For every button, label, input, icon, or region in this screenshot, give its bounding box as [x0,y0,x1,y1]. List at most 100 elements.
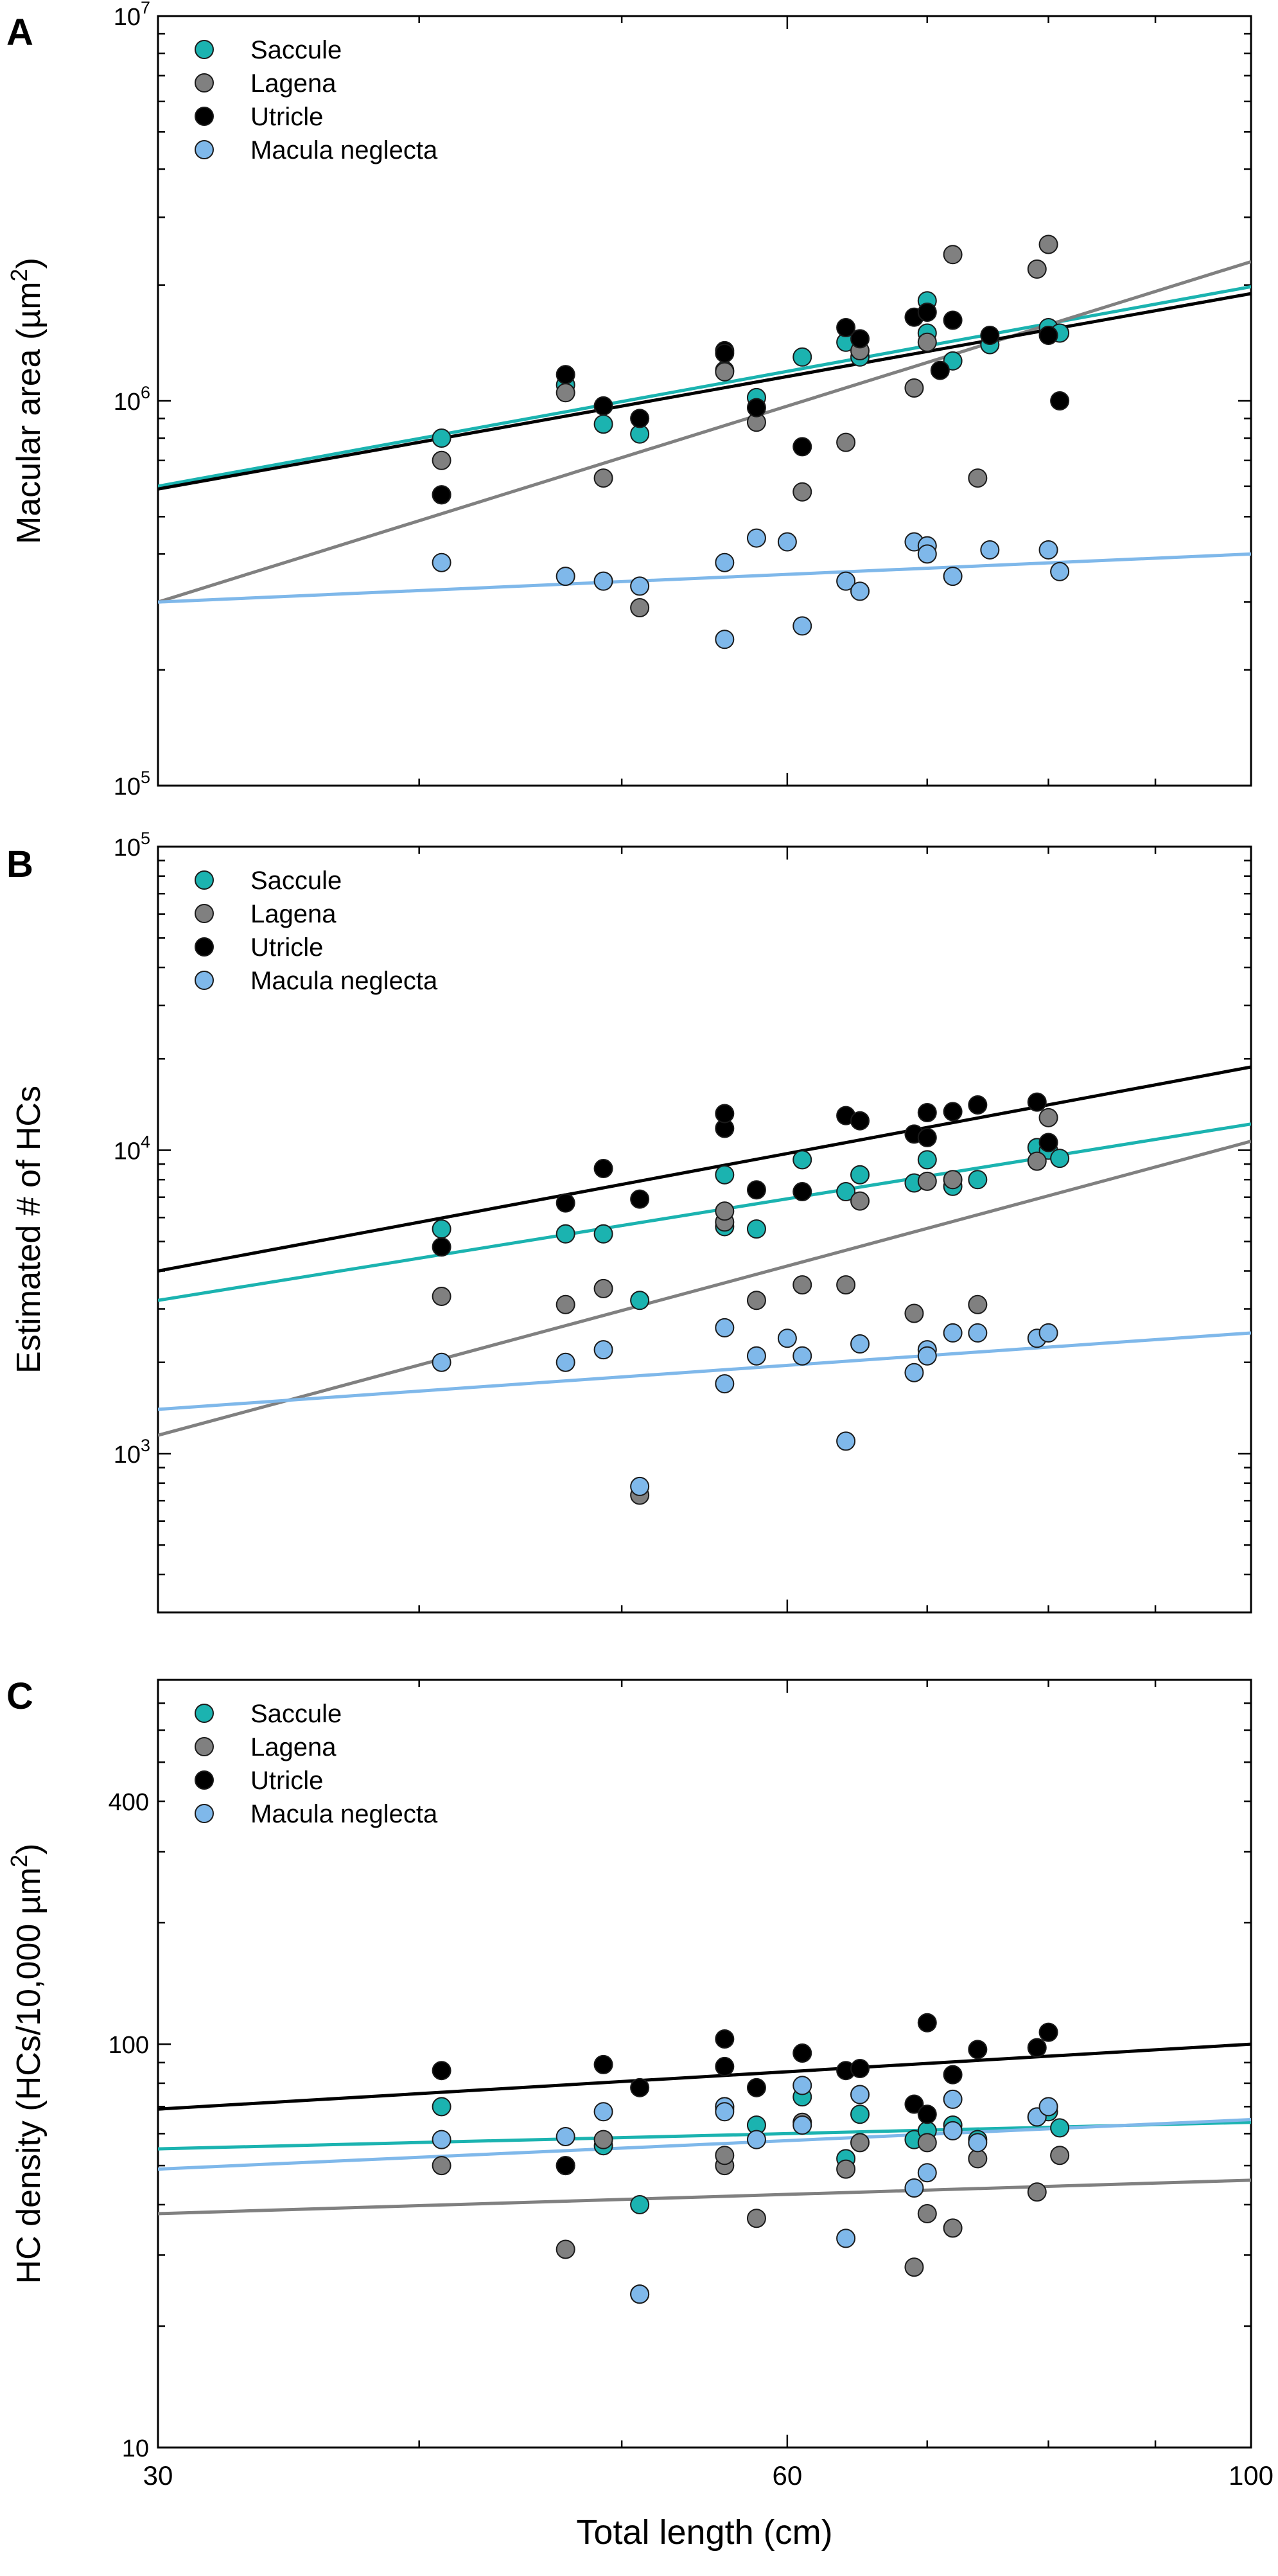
point-macula-neglecta [432,1352,451,1372]
y-tick-label: 100 [109,2032,149,2059]
point-macula-neglecta [943,567,963,587]
point-lagena [1027,259,1047,279]
point-macula-neglecta [593,1340,613,1360]
point-macula-neglecta [943,2089,963,2109]
point-lagena [917,2133,937,2153]
point-utricle [917,1127,937,1147]
legend-marker-macula-neglecta [195,1804,214,1823]
point-macula-neglecta [593,571,613,591]
point-utricle [930,360,950,380]
point-macula-neglecta [917,1346,937,1366]
fit-line-utricle [158,2042,1251,2111]
point-macula-neglecta [746,1346,766,1366]
point-macula-neglecta [792,2115,812,2135]
point-lagena [1038,234,1058,254]
point-utricle [630,409,650,428]
point-lagena [432,2156,451,2176]
point-lagena [904,378,924,398]
point-macula-neglecta [556,567,575,587]
legend-label-lagena: Lagena [250,1733,337,1761]
point-lagena [556,383,575,403]
point-utricle [792,1182,812,1202]
point-saccule [715,1165,735,1185]
tick-base: 10 [114,1442,141,1469]
point-lagena [917,2203,937,2223]
point-utricle [556,1193,575,1213]
y-tick-label: 400 [109,1789,149,1816]
legend-marker-lagena [195,1737,214,1756]
point-macula-neglecta [850,1334,870,1354]
point-macula-neglecta [630,2284,650,2304]
legend-label-macula-neglecta: Macula neglecta [250,136,438,164]
panel-c: C 10 100 400 30 60 100 HC density (HCs/10,000 µ… [6,1675,1274,2552]
point-utricle [917,2104,937,2124]
legend-marker-lagena [195,73,214,93]
point-macula-neglecta [836,571,856,591]
point-lagena [917,332,937,352]
point-utricle [917,302,937,322]
legend-label-macula-neglecta: Macula neglecta [250,1800,438,1828]
legend-marker-saccule [195,870,214,890]
point-lagena [904,1303,924,1323]
legend-marker-utricle [195,107,214,126]
point-utricle [715,343,735,363]
ylabel-text: HC density (HCs/10,000 [10,1914,48,2284]
point-lagena [593,2130,613,2149]
point-lagena [715,362,735,382]
point-saccule [1050,2118,1070,2138]
fit-line-macula-neglecta [158,552,1251,604]
fit-line-lagena [158,260,1251,604]
point-macula-neglecta [556,1352,575,1372]
y-tick-label: 107 [114,0,150,31]
y-axis-label: HC density (HCs/10,000 µm2) [6,1844,48,2284]
point-utricle [746,398,766,418]
y-tick-label: 103 [114,1436,150,1469]
point-macula-neglecta [968,1323,988,1343]
point-utricle [593,396,613,416]
y-tick-label: 106 [114,383,150,416]
plot-frame [157,1679,1252,2449]
point-macula-neglecta [836,2228,856,2248]
point-utricle [1038,2022,1058,2042]
point-lagena [836,432,856,452]
tick-base: 10 [114,4,141,31]
point-macula-neglecta [746,2130,766,2149]
point-utricle [850,2059,870,2079]
point-utricle [715,2056,735,2076]
tick-base: 10 [114,773,141,800]
point-macula-neglecta [904,1363,924,1382]
tick-exponent: 4 [141,1132,150,1151]
point-saccule [850,1165,870,1185]
tick-exponent: 5 [141,829,150,848]
ylabel-text: Macular area ( [10,328,48,544]
point-saccule [593,414,613,434]
panel-label: C [6,1675,33,1717]
y-tick-label: 10 [122,2435,149,2462]
point-macula-neglecta [792,616,812,636]
x-tick-label: 60 [773,2460,803,2491]
point-saccule [836,1182,856,1202]
point-utricle [593,1159,613,1179]
point-saccule [556,1224,575,1244]
x-tick-label: 30 [143,2460,173,2491]
y-tick-label: 104 [114,1132,150,1165]
point-utricle [1038,1133,1058,1152]
fit-line-saccule [158,285,1251,488]
point-utricle [746,1180,766,1200]
point-utricle [556,2156,575,2176]
tick-base: 10 [114,834,141,861]
point-utricle [792,2043,812,2063]
tick-exponent: 3 [141,1436,150,1455]
legend-marker-lagena [195,904,214,923]
point-saccule [432,2097,451,2117]
point-lagena [630,598,650,618]
legend-label-utricle: Utricle [250,1767,323,1795]
y-axis-label: Macular area (µm2) [6,258,48,544]
legend-label-saccule: Saccule [250,1700,342,1728]
ylabel-superscript: 2 [6,1855,32,1867]
point-utricle [1050,391,1070,410]
point-macula-neglecta [792,1346,812,1366]
point-utricle [593,2054,613,2074]
point-lagena [850,2133,870,2153]
point-macula-neglecta [593,2102,613,2122]
